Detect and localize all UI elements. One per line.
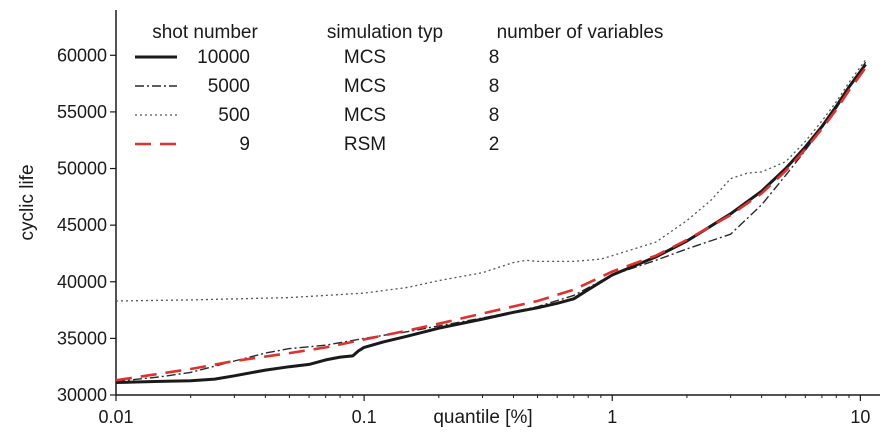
- series-line-9: [115, 67, 867, 382]
- y-tick-label: 55000: [57, 102, 107, 122]
- legend-simulation-type: MCS: [344, 76, 386, 97]
- legend-simulation-type: RSM: [344, 134, 386, 155]
- legend-number-of-variables: 8: [489, 47, 500, 68]
- y-tick-label: 30000: [57, 385, 107, 405]
- legend-number-of-variables: 8: [489, 76, 500, 97]
- series-line-10000: [115, 63, 867, 384]
- legend-simulation-type: MCS: [344, 47, 386, 68]
- legend-header: shot number: [152, 22, 258, 43]
- legend-shot-number: 9: [239, 134, 250, 155]
- legend-shot-number: 500: [218, 105, 250, 126]
- legend-shot-number: 10000: [197, 47, 250, 68]
- series-line-5000: [115, 61, 867, 383]
- y-axis-label: cyclic life: [17, 164, 38, 240]
- x-tick-label: 10: [850, 407, 870, 427]
- legend-number-of-variables: 2: [489, 134, 500, 155]
- ticks: 30000 35000 40000 45000 50000 55000 60000 0.01 0…: [57, 45, 870, 427]
- axes: [115, 10, 880, 396]
- y-tick-label: 35000: [57, 328, 107, 348]
- series-line-500: [115, 59, 867, 302]
- legend-number-of-variables: 8: [489, 105, 500, 126]
- x-tick-label: 0.01: [98, 407, 133, 427]
- legend: shot number simulation typ number of varia…: [135, 22, 663, 155]
- y-tick-label: 60000: [57, 45, 107, 65]
- legend-simulation-type: MCS: [344, 105, 386, 126]
- legend-shot-number: 5000: [208, 76, 250, 97]
- legend-header: number of variables: [497, 22, 664, 43]
- x-tick-label: 1: [607, 407, 617, 427]
- series-lines: [115, 59, 867, 384]
- x-axis-label: quantile [%]: [433, 407, 532, 428]
- y-tick-label: 45000: [57, 215, 107, 235]
- x-tick-label: 0.1: [352, 407, 377, 427]
- legend-header: simulation typ: [327, 22, 443, 43]
- y-tick-label: 40000: [57, 272, 107, 292]
- y-tick-label: 50000: [57, 159, 107, 179]
